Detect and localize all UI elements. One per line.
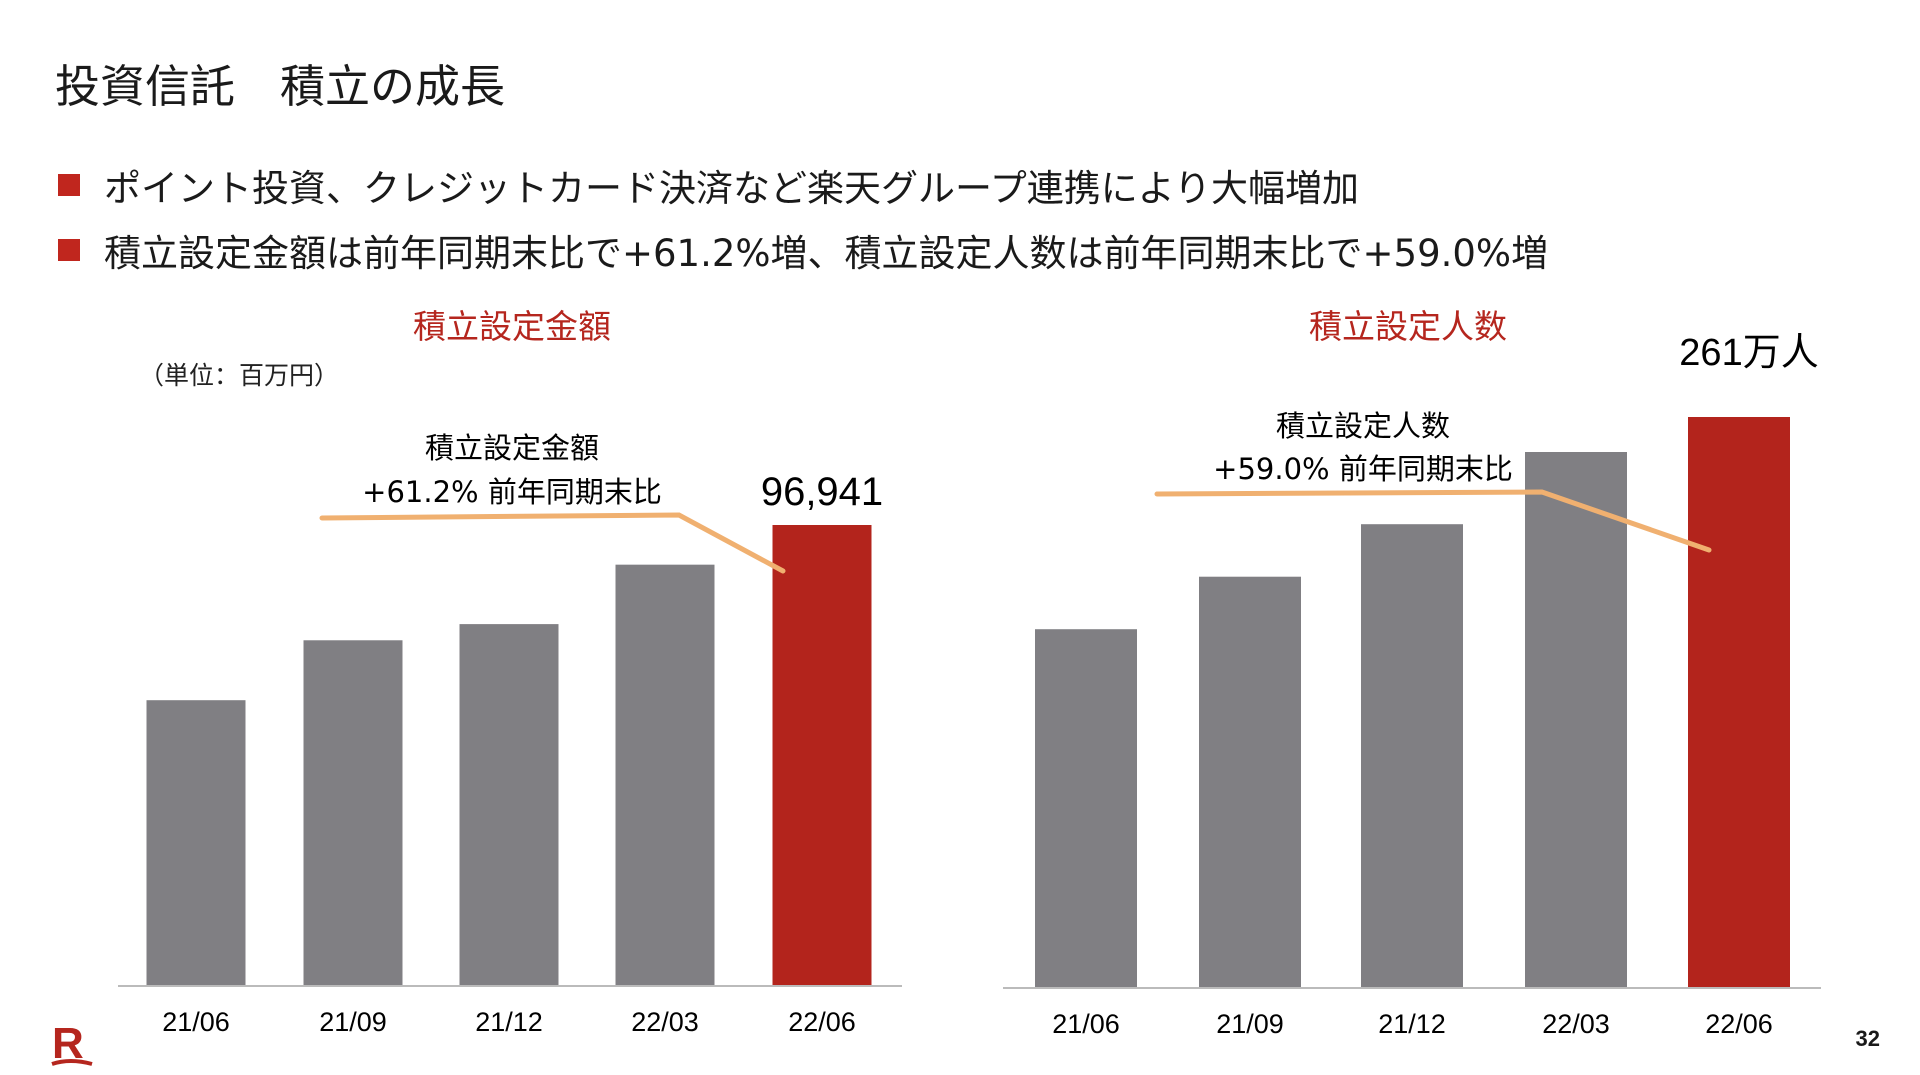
chart-amount: 積立設定金額 （単位：百万円） 積立設定金額 +61.2% 前年同期末比 21/… [118, 307, 902, 1037]
annotation-line2: +59.0% 前年同期末比 [1213, 452, 1513, 486]
annotation-line [319, 512, 786, 574]
x-tick-label: 21/06 [162, 1007, 230, 1037]
chart-title: 積立設定人数 [1309, 307, 1507, 346]
bars [146, 525, 872, 986]
annotation-line1: 積立設定金額 [425, 431, 599, 465]
bullet-square-icon [58, 174, 80, 196]
rakuten-logo: R [51, 1019, 93, 1068]
x-tick-label: 21/12 [1378, 1009, 1446, 1039]
chart-people: 積立設定人数 積立設定人数 +59.0% 前年同期末比 21/06 21/09 21… [1003, 307, 1821, 1039]
x-tick-label: 21/09 [1216, 1009, 1284, 1039]
bar-21-06 [1035, 629, 1137, 988]
chart-title: 積立設定金額 [413, 307, 611, 346]
bars [1035, 417, 1790, 988]
bar-21-09 [1199, 576, 1301, 988]
x-tick-label: 21/09 [319, 1007, 387, 1037]
x-tick-label: 22/06 [1705, 1009, 1773, 1039]
bar-22-03 [615, 564, 715, 986]
x-tick-label: 22/03 [631, 1007, 699, 1037]
x-tick-label: 22/03 [1542, 1009, 1610, 1039]
bullet-2: 積立設定金額は前年同期末比で+61.2%増、積立設定人数は前年同期末比で+59.… [58, 223, 1548, 277]
bullet-square-icon [58, 239, 80, 261]
unit-label: （単位：百万円） [139, 361, 339, 390]
x-tick-label: 22/06 [788, 1007, 856, 1037]
bullet-text: ポイント投資、クレジットカード決済など楽天グループ連携により大幅増加 [104, 167, 1360, 210]
bar-22-06 [1688, 417, 1790, 988]
bar-22-06 [772, 525, 872, 986]
bar-21-12 [459, 624, 559, 986]
annotation-line2: +61.2% 前年同期末比 [362, 475, 662, 509]
bullet-text: 積立設定金額は前年同期末比で+61.2%増、積立設定人数は前年同期末比で+59.… [104, 232, 1549, 275]
bullet-1: ポイント投資、クレジットカード決済など楽天グループ連携により大幅増加 [58, 158, 1359, 212]
annotation-line1: 積立設定人数 [1276, 409, 1450, 443]
x-tick-label: 21/06 [1052, 1009, 1120, 1039]
value-label: 261万人 [1679, 332, 1818, 374]
bar-21-06 [146, 700, 246, 986]
x-tick-labels: 21/06 21/09 21/12 22/03 22/06 [1052, 1009, 1773, 1039]
page-number: 32 [1855, 1026, 1880, 1051]
value-label: 96,941 [761, 470, 883, 514]
bar-22-03 [1525, 452, 1627, 988]
annotation-line [1154, 489, 1712, 553]
bar-21-09 [303, 640, 403, 986]
bar-21-12 [1361, 524, 1463, 988]
x-tick-label: 21/12 [475, 1007, 543, 1037]
page-title: 投資信託 積立の成長 [55, 60, 506, 113]
x-tick-labels: 21/06 21/09 21/12 22/03 22/06 [162, 1007, 856, 1037]
